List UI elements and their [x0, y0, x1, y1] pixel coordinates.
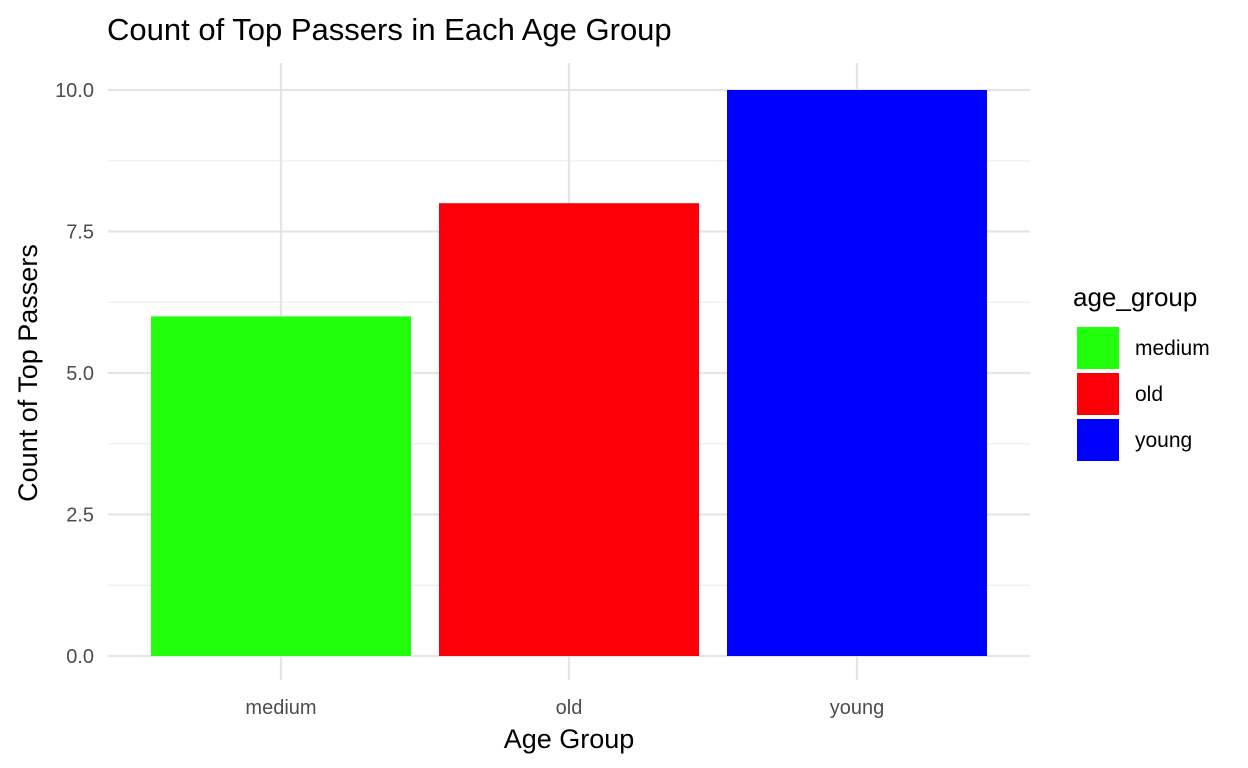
x-tick-label: old [556, 697, 583, 719]
legend: age_group medium old young [1073, 282, 1210, 461]
y-axis-ticks: 0.0 2.5 5.0 7.5 10.0 [55, 80, 94, 668]
y-tick-label: 5.0 [66, 363, 94, 385]
legend-label: young [1135, 429, 1192, 452]
legend-item-old: old [1077, 373, 1163, 415]
x-tick-label: young [830, 697, 885, 719]
bar-old [439, 203, 699, 656]
x-tick-label: medium [245, 697, 316, 719]
legend-items: medium old young [1077, 327, 1210, 461]
x-axis-ticks: medium old young [245, 697, 884, 719]
legend-title: age_group [1073, 282, 1197, 312]
legend-swatch [1077, 327, 1119, 369]
legend-label: medium [1135, 337, 1210, 360]
y-tick-label: 0.0 [66, 646, 94, 668]
legend-item-medium: medium [1077, 327, 1210, 369]
y-tick-label: 10.0 [55, 80, 94, 102]
y-tick-label: 7.5 [66, 222, 94, 244]
y-axis-title: Count of Top Passers [13, 244, 43, 502]
bar-medium [151, 316, 411, 656]
legend-swatch [1077, 419, 1119, 461]
legend-label: old [1135, 383, 1163, 406]
legend-swatch [1077, 373, 1119, 415]
bars [151, 90, 987, 656]
chart-title: Count of Top Passers in Each Age Group [107, 12, 672, 47]
x-axis-title: Age Group [504, 724, 635, 754]
y-tick-label: 2.5 [66, 505, 94, 527]
bar-young [727, 90, 987, 656]
legend-item-young: young [1077, 419, 1192, 461]
